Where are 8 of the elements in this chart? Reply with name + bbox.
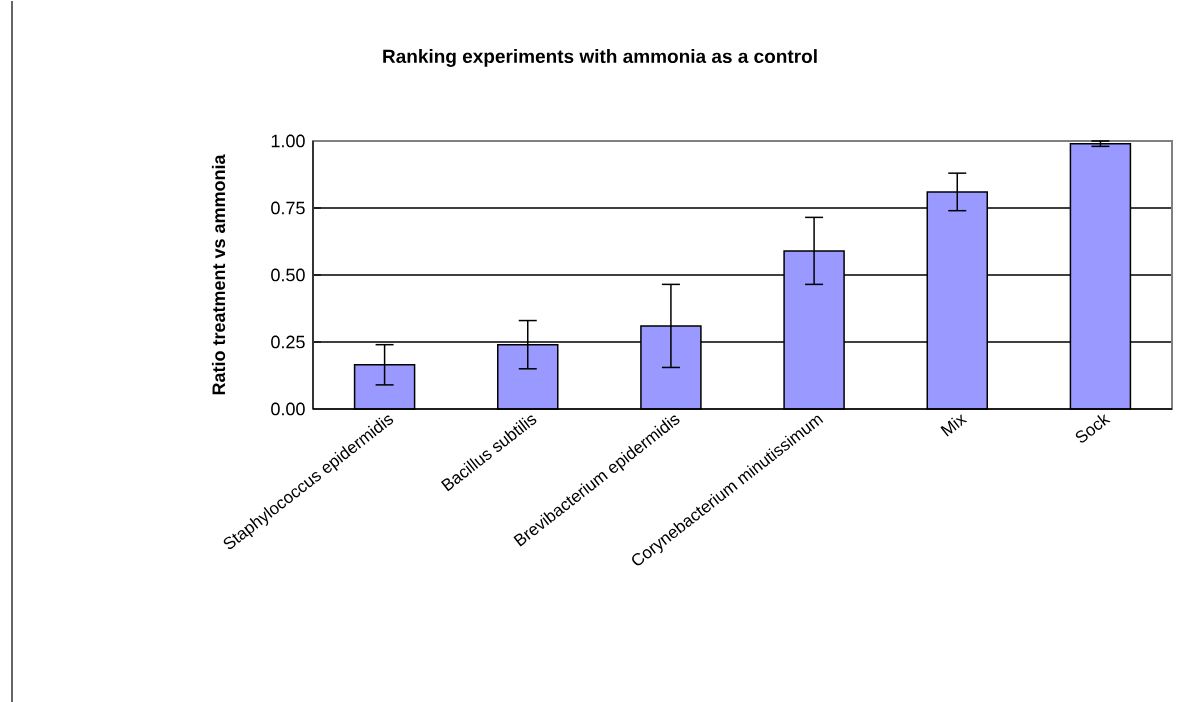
x-tick-label: Mix bbox=[940, 414, 968, 437]
y-tick-label: 0.25 bbox=[271, 335, 305, 349]
y-axis-title: Ratio treatment vs ammonia bbox=[211, 154, 226, 395]
chart-title: Ranking experiments with ammonia as a control bbox=[383, 49, 817, 67]
y-tick-label: 0.75 bbox=[271, 201, 305, 215]
y-tick-label: 0.00 bbox=[271, 402, 305, 416]
y-tick-label: 1.00 bbox=[271, 134, 305, 148]
y-tick-label: 0.50 bbox=[271, 268, 305, 282]
